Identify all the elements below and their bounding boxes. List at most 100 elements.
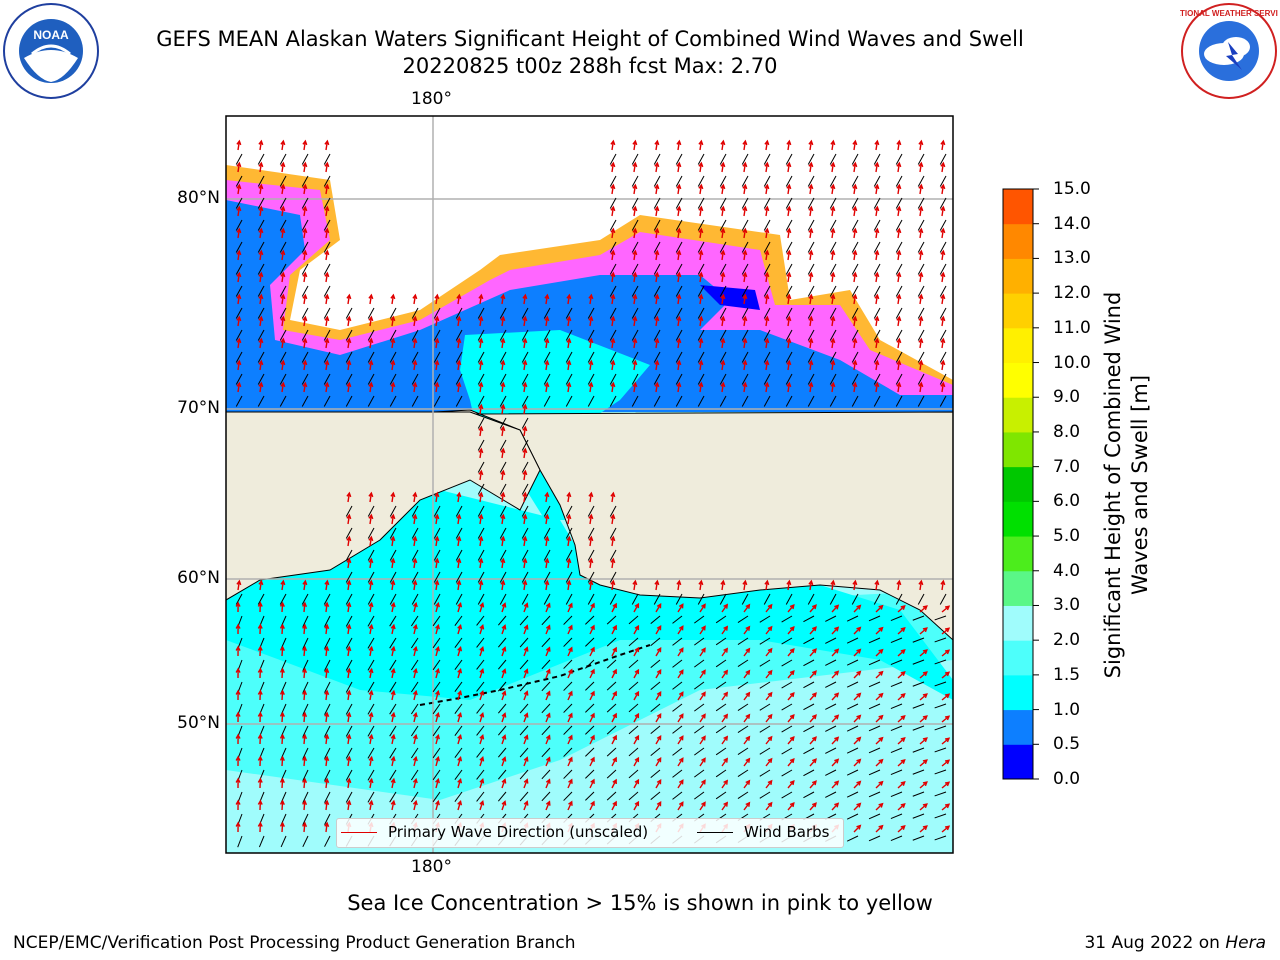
wave-direction-arrow	[633, 580, 637, 591]
wave-direction-arrow	[853, 250, 857, 261]
wave-direction-arrow	[413, 558, 417, 569]
wind-barb	[890, 703, 903, 710]
wind-barb	[912, 725, 925, 731]
wave-arrow-head	[545, 734, 551, 740]
wave-direction-arrow	[391, 801, 395, 811]
wave-direction-arrow	[633, 184, 637, 195]
wave-direction-arrow	[897, 627, 906, 635]
wave-arrow-head	[701, 647, 706, 653]
wave-direction-arrow	[501, 691, 506, 701]
wind-barb	[302, 615, 309, 628]
wave-arrow-head	[918, 249, 924, 256]
wave-arrow-head	[922, 781, 928, 787]
wave-direction-arrow	[897, 338, 901, 349]
wave-arrow-head	[479, 712, 485, 718]
wind-barb	[257, 263, 265, 275]
wind-barb	[631, 285, 639, 297]
wave-direction-arrow	[281, 338, 285, 349]
wave-direction-arrow	[523, 580, 527, 591]
wave-direction-arrow	[479, 426, 483, 437]
wind-barb	[454, 659, 463, 670]
wave-arrow-head	[634, 712, 640, 719]
wave-arrow-head	[830, 183, 836, 190]
wind-barb	[846, 725, 859, 732]
wave-direction-arrow	[655, 735, 662, 745]
wave-arrow-head	[566, 491, 572, 498]
wave-direction-arrow	[941, 649, 950, 657]
wind-barb	[585, 747, 595, 757]
wind-barb	[585, 791, 595, 801]
wind-barb	[301, 285, 309, 297]
wave-arrow-head	[390, 689, 396, 696]
wave-arrow-head	[479, 624, 485, 630]
wave-arrow-head	[258, 271, 264, 278]
wave-direction-arrow	[457, 735, 462, 745]
wave-direction-arrow	[655, 228, 659, 239]
wave-arrow-head	[852, 315, 858, 322]
wave-direction-arrow	[633, 360, 637, 371]
wind-barb	[628, 769, 639, 779]
wave-arrow-head	[852, 337, 858, 344]
wave-direction-arrow	[611, 647, 617, 657]
wind-barb	[825, 681, 837, 688]
wave-arrow-head	[588, 359, 594, 366]
wind-barb	[694, 703, 705, 712]
wave-direction-arrow	[765, 580, 769, 591]
wave-arrow-head	[811, 670, 817, 676]
wave-direction-arrow	[589, 360, 593, 371]
wave-direction-arrow	[501, 492, 505, 503]
wave-direction-arrow	[809, 802, 817, 811]
wave-direction-arrow	[611, 316, 615, 327]
wave-direction-arrow	[655, 316, 659, 327]
wave-direction-arrow	[743, 670, 750, 679]
wave-direction-arrow	[259, 382, 263, 393]
wave-arrow-head	[808, 183, 814, 190]
wave-arrow-head	[900, 648, 906, 654]
wind-barb	[807, 307, 815, 319]
wave-direction-arrow	[435, 603, 439, 613]
wave-direction-arrow	[853, 184, 857, 195]
wind-barb	[519, 615, 529, 626]
wave-arrow-head	[874, 381, 880, 388]
wave-arrow-head	[412, 491, 418, 498]
wave-arrow-head	[479, 800, 485, 806]
wave-direction-arrow	[897, 803, 906, 811]
wave-direction-arrow	[655, 382, 659, 393]
wave-arrow-head	[940, 205, 946, 212]
wave-direction-arrow	[369, 360, 373, 371]
wave-direction-arrow	[501, 426, 505, 437]
wave-arrow-head	[723, 757, 729, 763]
wave-arrow-head	[302, 755, 308, 761]
wind-barb	[432, 659, 441, 671]
wave-arrow-head	[610, 337, 616, 344]
wave-arrow-head	[830, 271, 836, 278]
wave-arrow-head	[544, 535, 550, 542]
wave-arrow-head	[900, 670, 906, 676]
wave-direction-arrow	[281, 140, 285, 151]
wave-direction-arrow	[919, 781, 928, 789]
colorbar-segment	[1003, 327, 1033, 364]
wind-barb	[302, 769, 309, 782]
wind-barb	[694, 615, 705, 624]
wave-arrow-head	[678, 713, 684, 719]
wind-barb	[543, 571, 551, 583]
wave-direction-arrow	[831, 580, 835, 591]
wave-direction-arrow	[677, 360, 681, 371]
wave-direction-arrow	[633, 206, 637, 217]
wave-arrow-head	[678, 691, 684, 697]
wind-barb	[697, 395, 705, 407]
wave-arrow-head	[742, 205, 748, 212]
wave-direction-arrow	[787, 580, 791, 591]
wind-barb	[606, 659, 617, 669]
wave-direction-arrow	[633, 228, 637, 239]
wave-arrow-head	[279, 799, 285, 805]
wave-arrow-head	[856, 758, 862, 764]
wave-direction-arrow	[611, 801, 617, 811]
wave-direction-arrow	[545, 669, 551, 679]
wind-barb	[497, 615, 507, 626]
wind-barb	[543, 395, 551, 407]
wave-direction-arrow	[941, 316, 945, 327]
wave-direction-arrow	[633, 801, 639, 811]
wave-direction-arrow	[875, 715, 883, 723]
wind-barb	[519, 791, 529, 802]
